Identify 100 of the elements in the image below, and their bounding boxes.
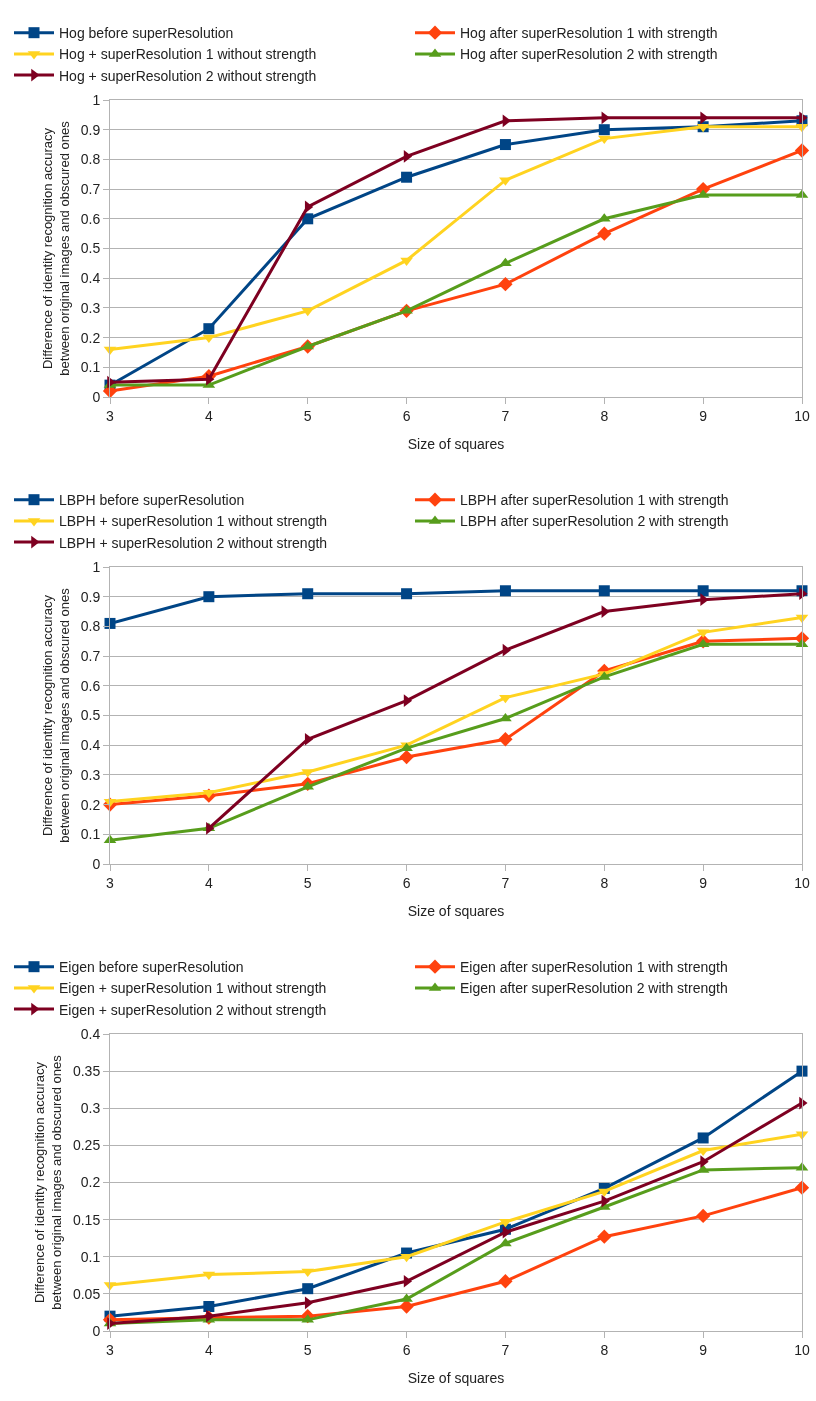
x-tick-label: 7 <box>501 874 510 891</box>
point <box>498 1274 513 1289</box>
legend-label: Eigen + superResolution 1 without strength <box>59 980 327 997</box>
y-tick-label: 0 <box>92 388 101 405</box>
y-tick-label: 0.05 <box>72 1285 101 1302</box>
y-tick-label: 0.4 <box>80 1025 101 1042</box>
y-tick-label: 0 <box>92 855 101 872</box>
y-tick-label: 1 <box>92 558 101 575</box>
point <box>498 732 513 747</box>
y-tick-label: 0.25 <box>72 1137 101 1154</box>
point <box>403 1274 413 1288</box>
x-tick-label: 3 <box>106 874 115 891</box>
legend-label: LBPH after superResolution 1 with strength <box>460 492 729 509</box>
point <box>304 1296 314 1310</box>
point <box>202 1271 216 1281</box>
point <box>203 1301 215 1312</box>
y-tick-label: 1 <box>92 91 101 108</box>
point <box>302 1283 314 1295</box>
y-tick-label: 0.4 <box>80 270 101 287</box>
x-tick-label: 4 <box>204 407 213 424</box>
x-tick-label: 6 <box>402 407 411 424</box>
point <box>597 226 612 241</box>
x-axis-title: Size of squares <box>407 436 505 452</box>
point <box>499 1237 512 1247</box>
x-tick-label: 7 <box>501 1341 510 1358</box>
y-tick-label: 0.2 <box>80 1174 101 1191</box>
point <box>499 257 512 267</box>
y-tick-label: 0.3 <box>80 1100 101 1117</box>
legend-label: Hog + superResolution 1 without strength <box>59 46 317 63</box>
x-tick-label: 6 <box>402 874 411 891</box>
point <box>399 1299 414 1314</box>
x-tick-label: 8 <box>600 874 609 891</box>
point <box>401 171 413 183</box>
x-tick-label: 9 <box>699 407 708 424</box>
point <box>499 585 511 597</box>
point <box>202 334 216 344</box>
point <box>796 1065 808 1077</box>
point <box>403 150 413 163</box>
y-tick-label: 0.8 <box>80 151 101 168</box>
point <box>695 1208 711 1224</box>
x-tick-label: 4 <box>204 874 213 891</box>
x-tick-label: 10 <box>794 407 810 424</box>
y-tick-label: 0.6 <box>80 210 101 227</box>
y-tick-label: 0.1 <box>80 1248 101 1265</box>
x-tick-label: 3 <box>106 407 115 424</box>
x-tick-label: 6 <box>402 1341 411 1358</box>
x-tick-label: 5 <box>303 874 312 891</box>
point <box>302 588 314 600</box>
x-tick-label: 10 <box>794 874 810 891</box>
point <box>597 1229 612 1244</box>
x-tick-label: 9 <box>699 1341 708 1358</box>
y-tick-label: 0.7 <box>80 648 101 664</box>
x-tick-label: 5 <box>303 1341 312 1358</box>
legend-label: LBPH + superResolution 2 without strength <box>59 534 328 551</box>
y-tick-label: 0.7 <box>80 181 101 197</box>
legend-label: Hog before superResolution <box>59 25 234 42</box>
legend-label: LBPH + superResolution 1 without strength <box>59 513 328 530</box>
y-tick-label: 0 <box>92 1322 101 1339</box>
point <box>304 200 314 214</box>
point <box>598 585 610 597</box>
y-tick-label: 0.6 <box>80 677 101 694</box>
y-tick-label: 0.4 <box>80 737 101 754</box>
legend-label: LBPH before superResolution <box>59 492 245 509</box>
x-tick-label: 3 <box>106 1341 115 1358</box>
y-tick-label: 0.5 <box>80 240 101 257</box>
y-tick-label: 0.15 <box>72 1211 101 1228</box>
point <box>597 135 611 145</box>
x-tick-label: 10 <box>794 1341 810 1358</box>
legend-label: LBPH after superResolution 2 with strength <box>460 513 729 530</box>
x-tick-label: 9 <box>699 874 708 891</box>
point <box>401 588 413 600</box>
legend-label: Eigen after superResolution 2 with strength <box>460 980 728 997</box>
legend-label: Eigen + superResolution 2 without strength <box>59 1001 327 1018</box>
point <box>403 694 413 707</box>
x-tick-label: 8 <box>600 407 609 424</box>
y-tick-label: 0.3 <box>80 299 101 316</box>
y-tick-label: 0.8 <box>80 618 101 635</box>
legend-label: Eigen after superResolution 1 with strength <box>460 959 728 976</box>
x-tick-label: 4 <box>204 1341 213 1358</box>
x-tick-label: 7 <box>501 407 510 424</box>
y-tick-label: 0.1 <box>80 359 101 376</box>
point <box>499 139 511 151</box>
x-tick-label: 8 <box>600 1341 609 1358</box>
point <box>203 591 215 603</box>
y-axis-title: Difference of identity recognition accuracy between original images and obscured ones <box>39 587 72 843</box>
legend-label: Hog + superResolution 2 without strength <box>59 67 317 84</box>
x-axis-title: Size of squares <box>407 1370 505 1386</box>
point <box>697 585 709 597</box>
point <box>696 1147 710 1157</box>
point <box>697 1132 709 1144</box>
y-tick-label: 0.9 <box>80 588 101 605</box>
y-axis-title: Difference of identity recognition accuracy between original images and obscured ones <box>39 120 72 376</box>
point <box>598 124 610 136</box>
legend-label: Eigen before superResolution <box>59 959 244 976</box>
point <box>304 732 314 746</box>
x-axis-title: Size of squares <box>407 903 505 919</box>
x-tick-label: 5 <box>303 407 312 424</box>
y-tick-label: 0.5 <box>80 707 101 724</box>
legend-label: Hog after superResolution 1 with strength <box>460 25 718 42</box>
point <box>202 789 216 799</box>
